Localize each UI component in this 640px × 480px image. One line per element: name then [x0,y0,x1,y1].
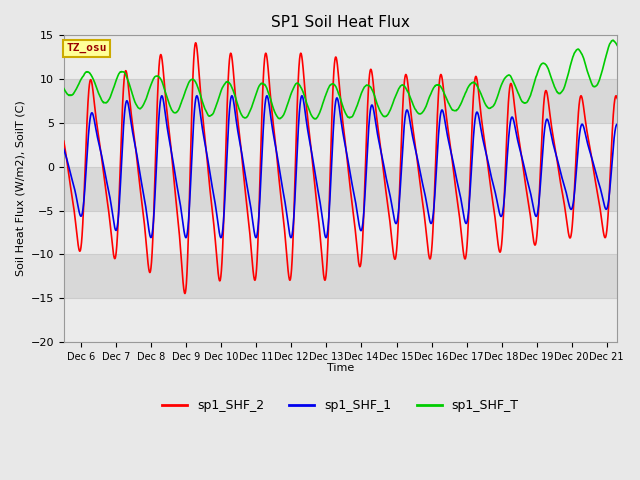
Legend: sp1_SHF_2, sp1_SHF_1, sp1_SHF_T: sp1_SHF_2, sp1_SHF_1, sp1_SHF_T [157,394,524,417]
Bar [64,211,617,254]
Text: TZ_osu: TZ_osu [67,43,107,53]
Bar [64,36,617,79]
X-axis label: Time: Time [327,363,354,373]
Bar [64,254,617,298]
Bar [64,298,617,342]
Bar [64,167,617,211]
Title: SP1 Soil Heat Flux: SP1 Soil Heat Flux [271,15,410,30]
Bar [64,79,617,123]
Bar [64,123,617,167]
Y-axis label: Soil Heat Flux (W/m2), SoilT (C): Soil Heat Flux (W/m2), SoilT (C) [15,101,25,276]
